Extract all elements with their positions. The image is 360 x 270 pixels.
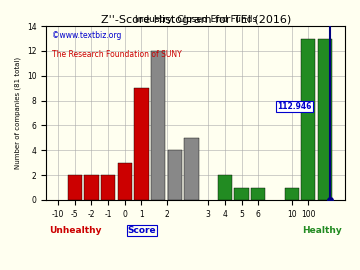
Bar (168, 150, 182, 200)
Bar (234, 188, 249, 200)
Y-axis label: Number of companies (81 total): Number of companies (81 total) (15, 57, 22, 169)
Bar (251, 188, 265, 200)
Bar (301, 39, 315, 200)
Bar (284, 188, 299, 200)
Text: Score: Score (128, 226, 156, 235)
Bar (151, 51, 165, 200)
Text: Unhealthy: Unhealthy (49, 226, 102, 235)
Title: Z''-Score Histogram for TEI (2016): Z''-Score Histogram for TEI (2016) (100, 15, 291, 25)
Text: The Research Foundation of SUNY: The Research Foundation of SUNY (52, 50, 182, 59)
Text: Industry: Closed End Funds: Industry: Closed End Funds (135, 15, 257, 24)
Bar (84, 175, 99, 200)
Text: Healthy: Healthy (302, 226, 342, 235)
Bar (134, 88, 149, 200)
Bar (118, 163, 132, 200)
Bar (101, 175, 115, 200)
Text: 112.946: 112.946 (277, 102, 312, 111)
Text: ©www.textbiz.org: ©www.textbiz.org (52, 31, 122, 40)
Bar (184, 138, 199, 200)
Bar (68, 175, 82, 200)
Bar (218, 175, 232, 200)
Bar (318, 39, 332, 200)
